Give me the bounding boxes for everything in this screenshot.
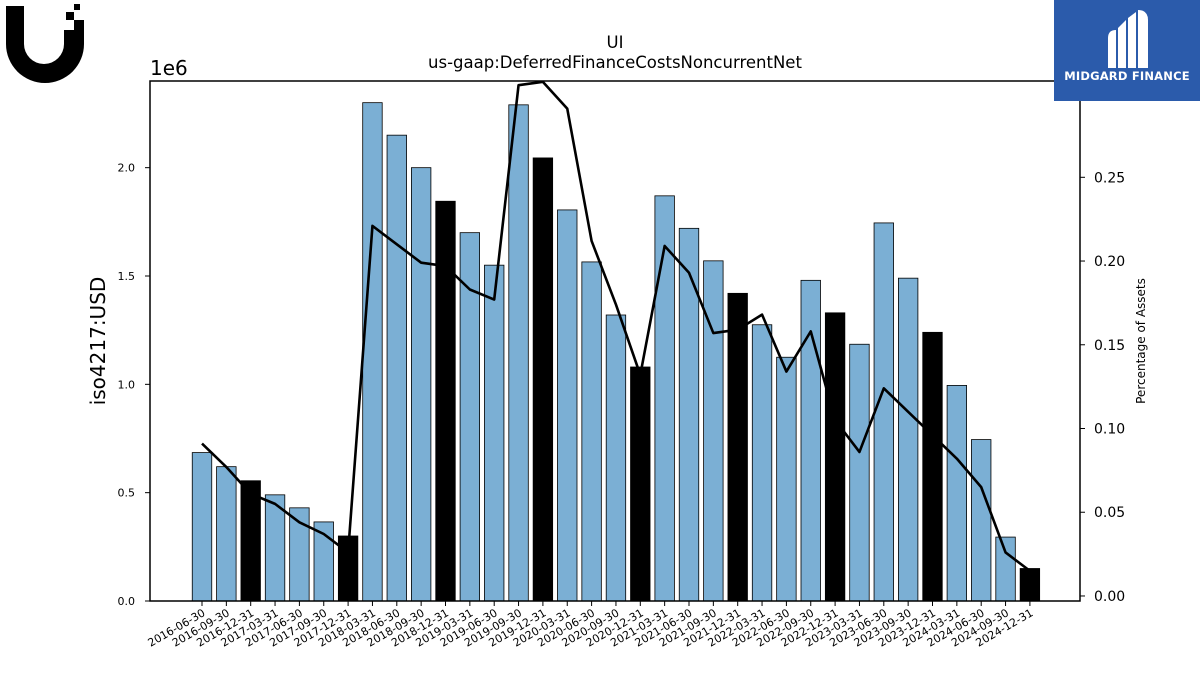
midgard-finance-text: MIDGARD FINANCE xyxy=(1064,69,1190,83)
bar-2022-06-30 xyxy=(776,356,797,602)
bar-2016-09-30 xyxy=(216,466,237,602)
y2-tick-label: 0.25 xyxy=(1094,170,1125,186)
bar-2020-09-30 xyxy=(605,314,627,602)
y-ticks: 0.0 0.5 1.0 1.5 2.0 xyxy=(118,162,150,608)
y-axis-label: iso4217:USD xyxy=(86,277,110,406)
y-tick-label: 1.0 xyxy=(118,378,136,391)
y2-tick-label: 0.00 xyxy=(1094,589,1125,605)
bar-2021-03-31 xyxy=(654,195,675,602)
bar-group xyxy=(191,102,1041,602)
x-ticks: 2016-06-302016-09-302016-12-312017-03-31… xyxy=(146,601,1035,650)
y-tick-label: 0.5 xyxy=(118,487,136,500)
midgard-finance-logo: MIDGARD FINANCE xyxy=(1054,0,1200,101)
bar-2016-06-30 xyxy=(191,452,213,602)
bar-2020-03-31 xyxy=(557,209,578,602)
y-tick-label: 1.5 xyxy=(118,270,136,283)
bar-2022-03-31 xyxy=(751,324,773,602)
y2-tick-label: 0.15 xyxy=(1094,338,1125,354)
percentage-line xyxy=(201,80,1031,572)
axes xyxy=(149,80,1081,602)
y2-tick-label: 0.05 xyxy=(1094,505,1125,521)
bar-2019-06-30 xyxy=(484,264,505,602)
y-offset-label: 1e6 xyxy=(150,56,188,80)
bar-2022-09-30 xyxy=(800,279,821,602)
y-tick-label: 2.0 xyxy=(118,162,136,175)
bar-2024-12-31 xyxy=(1019,568,1041,602)
bar-2020-12-31 xyxy=(630,366,651,602)
bar-2020-06-30 xyxy=(581,261,602,602)
bar-2018-12-31 xyxy=(435,200,456,602)
percentage-line-group xyxy=(201,80,1031,572)
bar-2019-09-30 xyxy=(508,104,529,602)
bar-2023-03-31 xyxy=(849,343,870,602)
bar-2018-09-30 xyxy=(410,167,432,602)
bar-2021-09-30 xyxy=(703,260,724,602)
bar-2019-12-31 xyxy=(532,157,554,602)
chart-title: UI xyxy=(607,33,624,52)
bar-2018-06-30 xyxy=(386,134,407,602)
y-tick-label: 0.0 xyxy=(118,595,136,608)
bar-2017-03-31 xyxy=(264,494,286,602)
bar-2016-12-31 xyxy=(240,480,261,602)
y2-axis-label: Percentage of Assets xyxy=(1134,278,1148,404)
y2-tick-label: 0.10 xyxy=(1094,422,1125,438)
plot-frame xyxy=(149,80,1081,602)
bar-2024-09-30 xyxy=(995,536,1016,602)
y2-ticks: 0.000.050.100.150.200.250.30 xyxy=(1080,87,1125,605)
ui-logo xyxy=(0,0,90,90)
y2-tick-label: 0.20 xyxy=(1094,254,1125,270)
midgard-emblem-icon xyxy=(1108,10,1148,68)
bar-2023-12-31 xyxy=(922,331,943,602)
bar-2021-12-31 xyxy=(727,292,748,602)
bar-2022-12-31 xyxy=(824,312,846,602)
bar-2023-09-30 xyxy=(898,277,919,602)
bar-2021-06-30 xyxy=(678,227,700,602)
bar-2024-06-30 xyxy=(971,439,992,602)
bar-2018-03-31 xyxy=(362,102,383,602)
bar-2024-03-31 xyxy=(946,385,967,602)
bar-2023-06-30 xyxy=(873,222,894,602)
chart-subtitle: us-gaap:DeferredFinanceCostsNoncurrentNe… xyxy=(428,53,802,72)
